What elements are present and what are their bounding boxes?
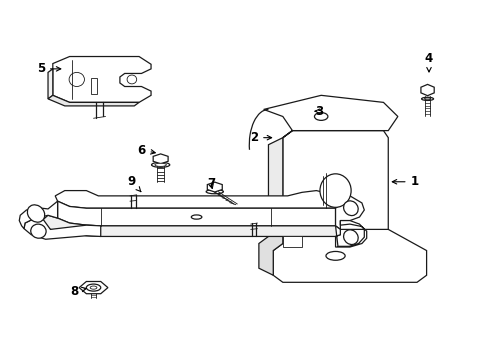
Text: 5: 5 [37,62,61,75]
Ellipse shape [86,284,101,291]
Ellipse shape [155,163,166,166]
Ellipse shape [206,189,223,194]
Ellipse shape [424,98,430,100]
Polygon shape [79,282,108,294]
Text: 2: 2 [249,131,271,144]
Ellipse shape [325,251,345,260]
Ellipse shape [151,162,169,167]
Polygon shape [258,229,282,275]
Polygon shape [53,57,151,102]
Polygon shape [420,84,433,96]
Ellipse shape [31,224,46,238]
Polygon shape [330,194,364,229]
Ellipse shape [90,286,97,289]
Text: 3: 3 [314,105,322,118]
Ellipse shape [343,230,357,244]
Ellipse shape [191,215,202,219]
Polygon shape [207,182,222,192]
Polygon shape [282,131,387,237]
Text: 1: 1 [391,175,418,188]
Polygon shape [19,201,58,229]
Polygon shape [91,78,97,94]
Text: 4: 4 [424,52,432,72]
Ellipse shape [69,72,84,86]
Polygon shape [48,95,139,106]
Polygon shape [24,219,101,239]
Polygon shape [153,154,168,164]
Polygon shape [268,138,282,237]
Text: 7: 7 [206,177,215,190]
Polygon shape [273,229,426,282]
Polygon shape [48,69,53,99]
Text: 8: 8 [70,285,86,298]
Ellipse shape [421,97,433,100]
Polygon shape [263,95,397,138]
Text: 6: 6 [137,144,155,157]
Ellipse shape [343,201,357,216]
Polygon shape [335,221,366,247]
Polygon shape [43,215,340,237]
Ellipse shape [314,113,327,120]
Ellipse shape [127,75,137,84]
Ellipse shape [319,174,350,207]
Polygon shape [55,190,340,208]
Ellipse shape [27,205,44,222]
Polygon shape [58,201,335,226]
Polygon shape [282,237,302,247]
Text: 9: 9 [127,175,141,192]
